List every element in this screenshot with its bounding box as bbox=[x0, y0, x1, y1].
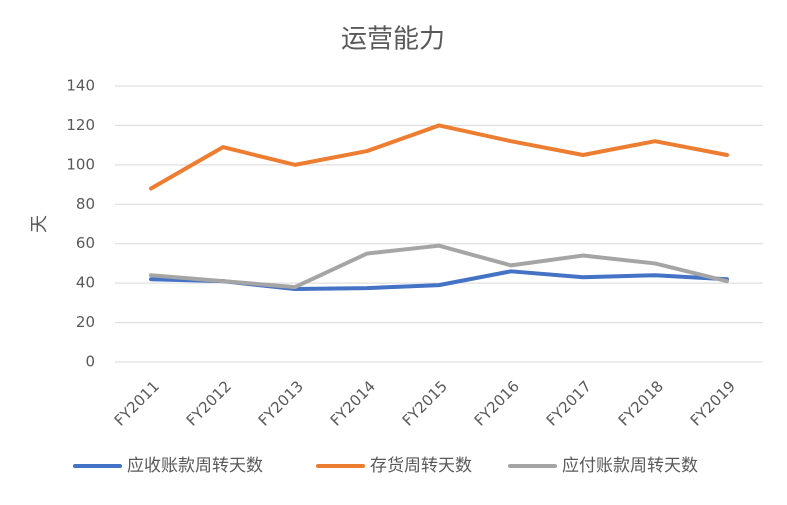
legend-label: 应收账款周转天数 bbox=[127, 456, 263, 476]
y-tick-label: 140 bbox=[66, 77, 95, 95]
y-tick-label: 60 bbox=[76, 234, 95, 252]
series-line bbox=[149, 243, 729, 290]
legend-label: 存货周转天数 bbox=[370, 456, 472, 476]
series-line bbox=[149, 123, 729, 191]
y-tick-label: 100 bbox=[66, 155, 95, 173]
legend-label: 应付账款周转天数 bbox=[562, 456, 698, 476]
y-axis-label: 天 bbox=[29, 215, 50, 233]
y-tick-label: 20 bbox=[76, 313, 95, 331]
chart-title: 运营能力 bbox=[341, 25, 445, 55]
y-tick-label: 80 bbox=[76, 195, 95, 213]
y-tick-label: 120 bbox=[66, 116, 95, 134]
y-tick-label: 0 bbox=[85, 353, 95, 371]
y-tick-label: 40 bbox=[76, 274, 95, 292]
